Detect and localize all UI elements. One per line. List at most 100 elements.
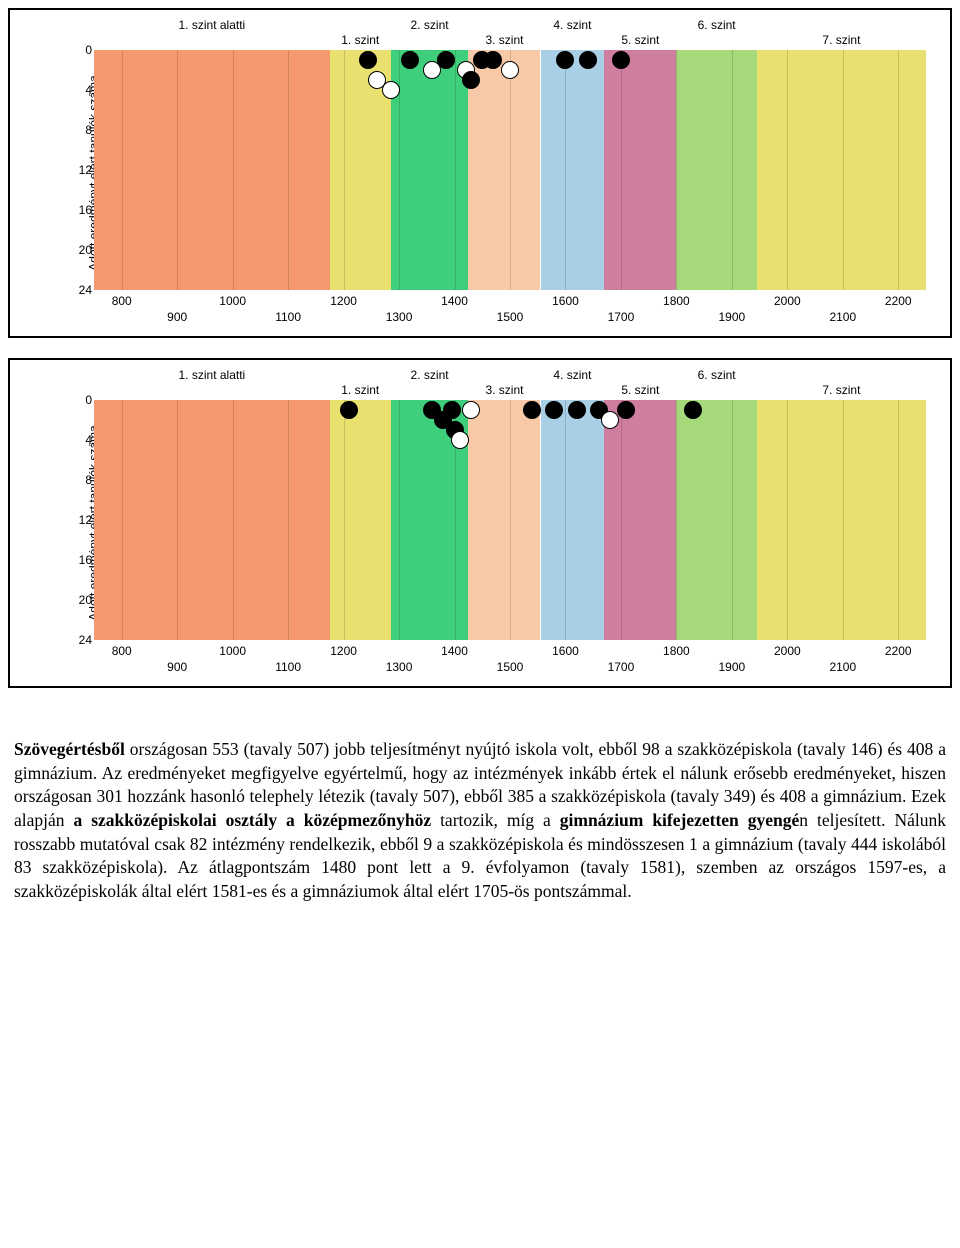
x-tick: 1000 <box>219 294 246 308</box>
band <box>541 50 605 290</box>
data-point <box>579 51 597 69</box>
band-label: 3. szint <box>485 33 523 47</box>
band-label: 6. szint <box>698 18 736 32</box>
band-label: 3. szint <box>485 383 523 397</box>
band-label: 7. szint <box>822 383 860 397</box>
y-tick: 16 <box>64 203 92 217</box>
x-tick: 1000 <box>219 644 246 658</box>
band <box>391 50 469 290</box>
gridline <box>621 50 622 290</box>
data-point <box>523 401 541 419</box>
data-point <box>484 51 502 69</box>
band <box>757 50 926 290</box>
data-point <box>382 81 400 99</box>
band <box>676 50 756 290</box>
y-tick: 20 <box>64 243 92 257</box>
x-tick: 1700 <box>608 310 635 324</box>
chart-1: Adott eredményt elért tanulók száma az Ö… <box>8 8 952 338</box>
chart-1-inner: Adott eredményt elért tanulók száma az Ö… <box>14 18 946 328</box>
gridline <box>621 400 622 640</box>
data-point <box>443 401 461 419</box>
chart-1-plot <box>94 50 926 290</box>
band-label: 5. szint <box>621 383 659 397</box>
data-point <box>568 401 586 419</box>
band <box>94 400 330 640</box>
gridline <box>288 400 289 640</box>
band-label: 2. szint <box>411 368 449 382</box>
gridline <box>787 400 788 640</box>
band <box>676 400 756 640</box>
x-tick: 2000 <box>774 644 801 658</box>
data-point <box>601 411 619 429</box>
x-tick: 2200 <box>885 644 912 658</box>
chart-2-inner: Adott eredményt elért tanulók száma az Ö… <box>14 368 946 678</box>
gridline <box>399 400 400 640</box>
gridline <box>676 50 677 290</box>
x-tick: 1300 <box>386 310 413 324</box>
band-label: 6. szint <box>698 368 736 382</box>
gridline <box>843 50 844 290</box>
gridline <box>177 50 178 290</box>
x-tick: 2100 <box>829 660 856 674</box>
x-tick: 900 <box>167 660 187 674</box>
gridline <box>732 50 733 290</box>
data-point <box>617 401 635 419</box>
band-label: 4. szint <box>553 368 591 382</box>
x-tick: 1500 <box>497 660 524 674</box>
band <box>604 400 676 640</box>
gridline <box>732 400 733 640</box>
y-tick: 16 <box>64 553 92 567</box>
band <box>468 50 540 290</box>
chart-1-toplabels: 1. szint alatti1. szint2. szint3. szint4… <box>94 18 926 50</box>
chart-2-plotwrap <box>94 400 926 640</box>
gridline <box>122 50 123 290</box>
band-label: 5. szint <box>621 33 659 47</box>
x-tick: 1400 <box>441 644 468 658</box>
prose-b2: a szakközépiskolai osztály a középmezőny… <box>73 810 431 830</box>
gridline <box>122 400 123 640</box>
chart-2-yticks: 04812162024 <box>64 400 92 640</box>
prose-t2: tartozik, míg a <box>431 810 560 830</box>
chart-2-xticks: 8001000120014001600180020002200900110013… <box>94 642 926 678</box>
chart-1-yticks: 04812162024 <box>64 50 92 290</box>
x-tick: 2100 <box>829 310 856 324</box>
band <box>468 400 540 640</box>
y-tick: 0 <box>64 43 92 57</box>
x-tick: 2200 <box>885 294 912 308</box>
x-tick: 1600 <box>552 644 579 658</box>
gridline <box>233 400 234 640</box>
band <box>604 50 676 290</box>
band-label: 7. szint <box>822 33 860 47</box>
gridline <box>843 400 844 640</box>
data-point <box>462 401 480 419</box>
band <box>330 400 391 640</box>
x-tick: 1900 <box>719 310 746 324</box>
chart-1-plotwrap <box>94 50 926 290</box>
x-tick: 1200 <box>330 294 357 308</box>
data-point <box>545 401 563 419</box>
data-point <box>340 401 358 419</box>
data-point <box>684 401 702 419</box>
band <box>541 400 605 640</box>
data-point <box>359 51 377 69</box>
data-point <box>401 51 419 69</box>
x-tick: 1600 <box>552 294 579 308</box>
x-tick: 1300 <box>386 660 413 674</box>
data-point <box>437 51 455 69</box>
prose-b3: gimnázium kifejezetten gyengé <box>560 810 800 830</box>
gridline <box>565 50 566 290</box>
y-tick: 8 <box>64 473 92 487</box>
gridline <box>344 50 345 290</box>
x-tick: 1400 <box>441 294 468 308</box>
prose-lead-bold: Szövegértésből <box>14 739 125 759</box>
band-label: 2. szint <box>411 18 449 32</box>
x-tick: 1100 <box>275 660 301 674</box>
y-tick: 8 <box>64 123 92 137</box>
band-label: 1. szint <box>341 383 379 397</box>
data-point <box>612 51 630 69</box>
x-tick: 1500 <box>497 310 524 324</box>
x-tick: 1200 <box>330 644 357 658</box>
gridline <box>787 50 788 290</box>
data-point <box>556 51 574 69</box>
gridline <box>676 400 677 640</box>
